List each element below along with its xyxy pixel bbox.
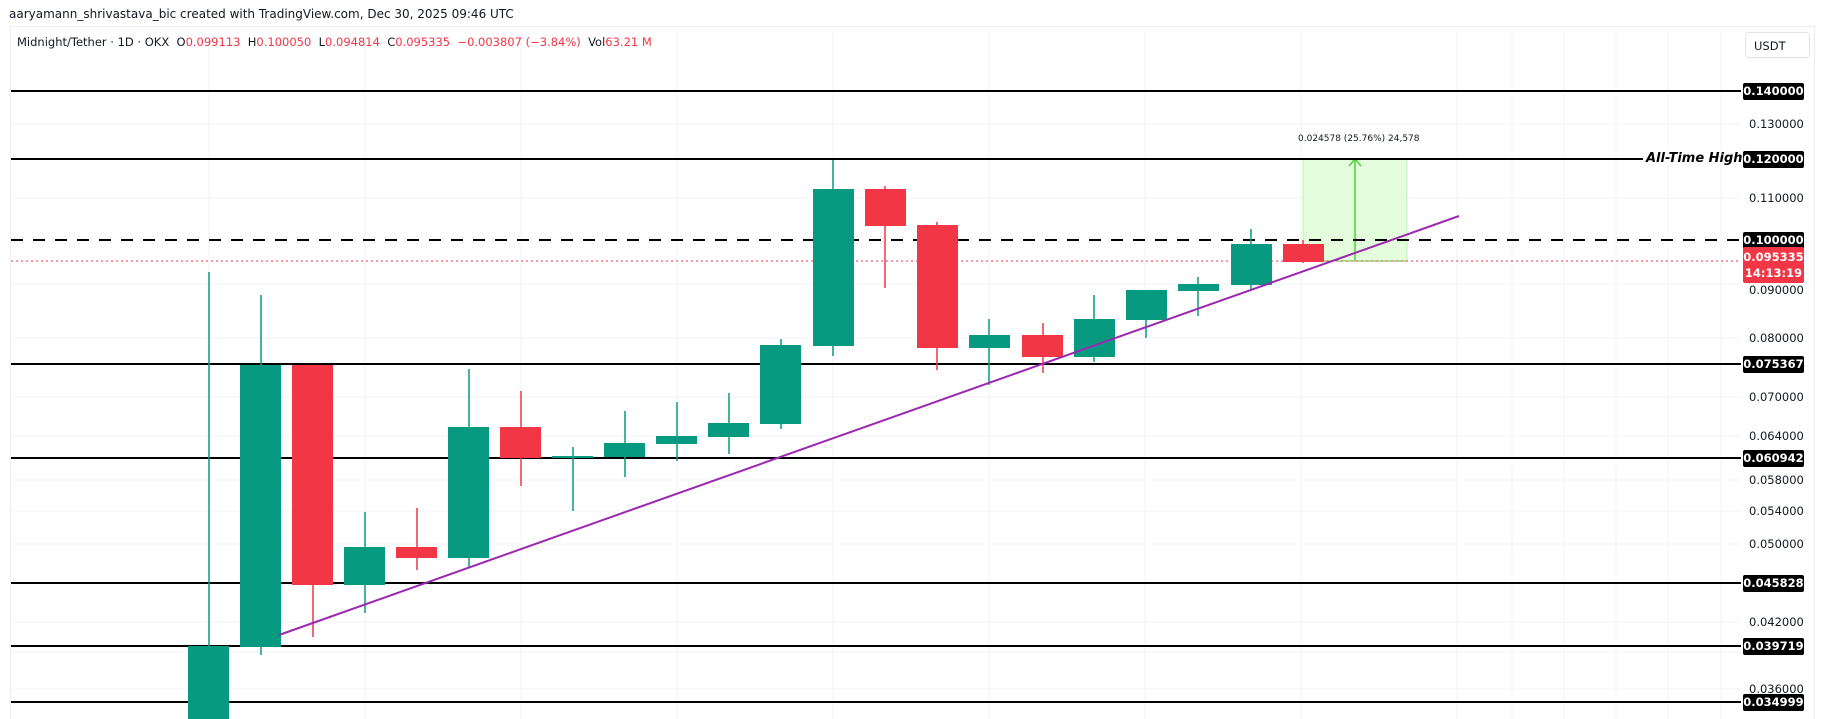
grid (11, 32, 1741, 719)
high-value: 0.100050 (256, 35, 312, 49)
level-tag: 0.120000 (1743, 151, 1804, 168)
measure-label: 0.024578 (25.76%) 24,578 (1298, 134, 1420, 144)
level-tag: 0.045828 (1743, 575, 1804, 592)
level-tag: 0.075367 (1743, 356, 1804, 373)
level-tag: 0.060942 (1743, 450, 1804, 467)
bar-countdown: 14:13:19 (1744, 266, 1803, 280)
close-value: 0.095335 (395, 35, 451, 49)
price-tick: 0.054000 (1749, 504, 1804, 518)
currency-button[interactable]: USDT (1745, 32, 1810, 58)
change-value: −0.003807 (−3.84%) (457, 35, 581, 49)
chart-frame (10, 26, 1815, 719)
candles (188, 160, 1324, 719)
current-price-tag: 0.095335 14:13:19 (1743, 247, 1804, 283)
price-tick: 0.064000 (1749, 429, 1804, 443)
price-tick: 0.058000 (1749, 473, 1804, 487)
low-value: 0.094814 (325, 35, 380, 49)
price-tick: 0.080000 (1749, 331, 1804, 345)
price-tick: 0.036000 (1749, 682, 1804, 696)
price-tick: 0.070000 (1749, 390, 1804, 404)
chart-credit: aaryamann_shrivastava_bic created with T… (9, 7, 514, 21)
symbol-legend: Midnight/Tether · 1D · OKX O0.099113 H0.… (17, 35, 652, 49)
open-value: 0.099113 (185, 35, 241, 49)
current-price-value: 0.095335 (1743, 250, 1804, 264)
level-tag: 0.039719 (1743, 638, 1804, 655)
volume-value: 63.21 M (605, 35, 652, 49)
price-tick: 0.090000 (1749, 283, 1804, 297)
symbol-name: Midnight/Tether · 1D · OKX (17, 35, 170, 49)
level-tag: 0.034999 (1743, 694, 1804, 711)
price-tick: 0.130000 (1749, 117, 1804, 131)
ath-label: All-Time High (1643, 151, 1746, 166)
level-tag: 0.140000 (1743, 83, 1804, 100)
price-tick: 0.110000 (1749, 191, 1804, 205)
trendline (278, 215, 1460, 636)
price-tick: 0.050000 (1749, 537, 1804, 551)
level-tag: 0.100000 (1743, 232, 1804, 249)
price-tick: 0.042000 (1749, 615, 1804, 629)
